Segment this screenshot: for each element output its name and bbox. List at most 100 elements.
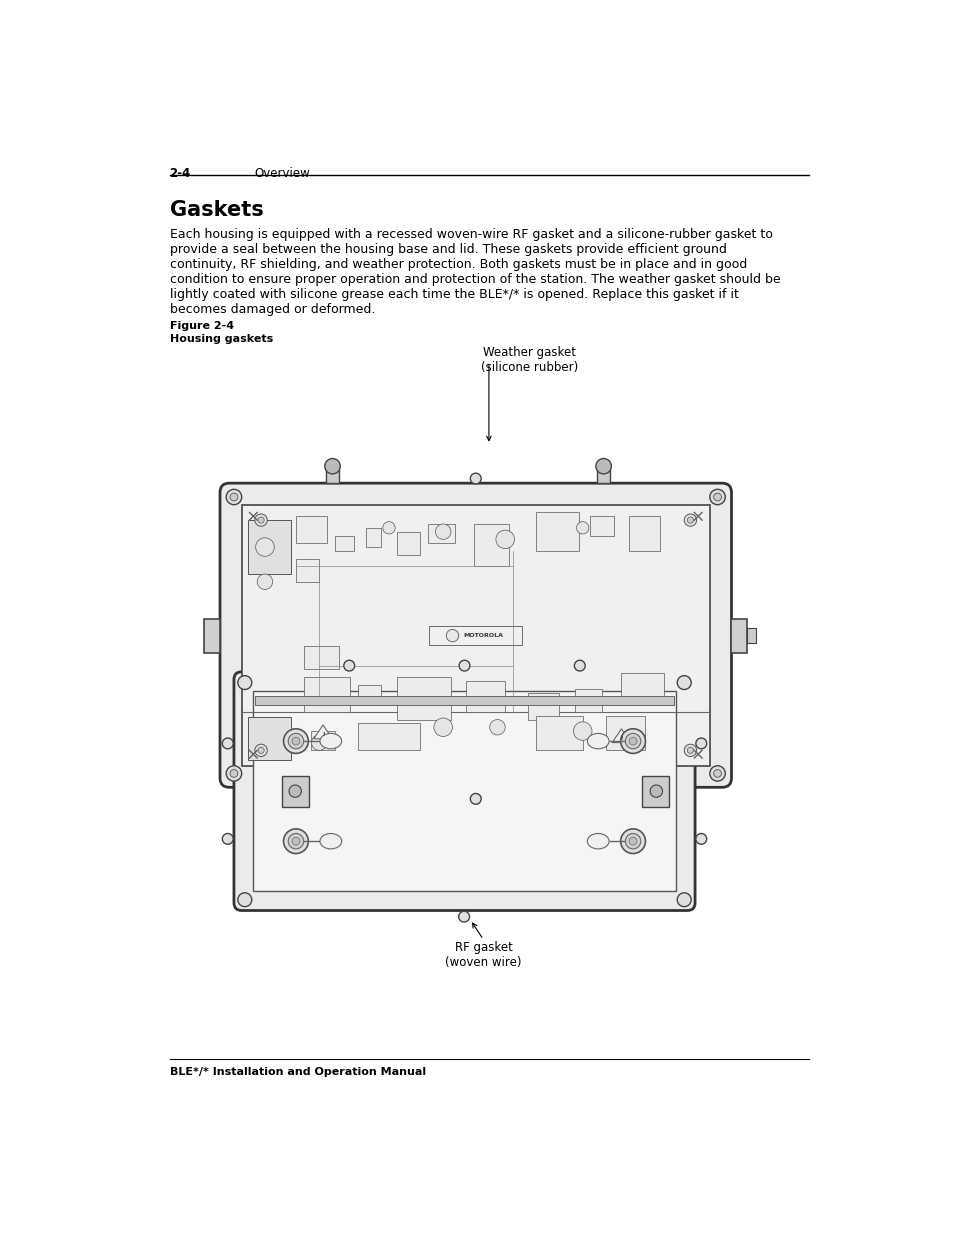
Circle shape xyxy=(677,893,691,906)
Circle shape xyxy=(470,793,480,804)
Circle shape xyxy=(257,574,273,589)
Text: lightly coated with silicone grease each time the BLE*/* is opened. Replace this: lightly coated with silicone grease each… xyxy=(170,288,738,300)
Bar xyxy=(629,516,659,551)
Bar xyxy=(396,677,451,720)
Text: MOTOROLA: MOTOROLA xyxy=(463,634,503,638)
Text: !: ! xyxy=(619,736,622,741)
Text: becomes damaged or deformed.: becomes damaged or deformed. xyxy=(170,303,375,316)
Circle shape xyxy=(343,661,355,671)
Bar xyxy=(295,516,327,543)
Circle shape xyxy=(489,720,505,735)
Circle shape xyxy=(289,785,301,798)
Ellipse shape xyxy=(319,834,341,848)
Circle shape xyxy=(382,521,395,534)
Bar xyxy=(248,520,291,574)
Circle shape xyxy=(496,530,514,548)
Circle shape xyxy=(677,676,691,689)
Circle shape xyxy=(257,517,264,524)
Circle shape xyxy=(624,734,640,748)
Bar xyxy=(303,646,338,669)
Bar xyxy=(731,619,746,652)
Bar xyxy=(597,469,609,483)
Circle shape xyxy=(237,893,252,906)
Text: continuity, RF shielding, and weather protection. Both gaskets must be in place : continuity, RF shielding, and weather pr… xyxy=(170,258,746,270)
Circle shape xyxy=(695,739,706,748)
Circle shape xyxy=(576,521,588,534)
Bar xyxy=(243,506,707,764)
Circle shape xyxy=(629,737,637,745)
Ellipse shape xyxy=(587,734,608,748)
Bar xyxy=(241,505,709,766)
Ellipse shape xyxy=(319,734,341,748)
Bar xyxy=(254,695,674,705)
Bar xyxy=(528,693,558,720)
Text: Housing gaskets: Housing gaskets xyxy=(170,333,273,343)
Circle shape xyxy=(629,837,637,845)
Circle shape xyxy=(324,458,340,474)
Circle shape xyxy=(596,458,611,474)
Bar xyxy=(396,531,419,555)
Bar xyxy=(466,680,505,711)
Circle shape xyxy=(257,747,264,753)
Bar xyxy=(536,716,582,751)
Circle shape xyxy=(458,661,470,671)
Bar xyxy=(365,527,381,547)
Circle shape xyxy=(695,834,706,845)
Bar xyxy=(641,776,669,806)
Circle shape xyxy=(573,721,592,740)
Bar xyxy=(335,536,354,551)
Circle shape xyxy=(713,493,720,501)
Circle shape xyxy=(222,834,233,845)
Bar xyxy=(429,626,521,645)
Text: Overview: Overview xyxy=(254,168,311,180)
Circle shape xyxy=(283,729,308,753)
Bar xyxy=(620,673,663,704)
Polygon shape xyxy=(314,725,332,739)
Circle shape xyxy=(230,493,237,501)
Bar xyxy=(326,469,338,483)
Circle shape xyxy=(288,734,303,748)
Circle shape xyxy=(255,537,274,556)
Bar xyxy=(282,776,309,806)
Circle shape xyxy=(254,514,267,526)
Bar xyxy=(311,731,335,751)
Bar xyxy=(253,692,675,892)
Circle shape xyxy=(574,661,584,671)
Circle shape xyxy=(709,766,724,782)
Text: Figure 2-4: Figure 2-4 xyxy=(170,321,233,331)
Circle shape xyxy=(435,524,451,540)
Text: Gaskets: Gaskets xyxy=(170,200,263,220)
Circle shape xyxy=(683,514,696,526)
Circle shape xyxy=(283,829,308,853)
Bar xyxy=(427,524,455,543)
Circle shape xyxy=(292,737,299,745)
Circle shape xyxy=(446,630,458,642)
FancyBboxPatch shape xyxy=(233,672,695,910)
Circle shape xyxy=(649,785,661,798)
Circle shape xyxy=(624,834,640,848)
Circle shape xyxy=(470,473,480,484)
Bar xyxy=(474,524,509,567)
Text: provide a seal between the housing base and lid. These gaskets provide efficient: provide a seal between the housing base … xyxy=(170,242,726,256)
Bar xyxy=(357,724,419,751)
Bar xyxy=(590,516,613,536)
Bar xyxy=(575,689,601,711)
Ellipse shape xyxy=(587,834,608,848)
Circle shape xyxy=(620,829,645,853)
Circle shape xyxy=(230,769,237,777)
Circle shape xyxy=(458,911,469,923)
Circle shape xyxy=(254,745,267,757)
Bar xyxy=(536,513,578,551)
Text: !: ! xyxy=(321,731,324,736)
Circle shape xyxy=(237,676,252,689)
Circle shape xyxy=(434,718,452,736)
Text: Weather gasket
(silicone rubber): Weather gasket (silicone rubber) xyxy=(481,346,578,374)
Text: condition to ensure proper operation and protection of the station. The weather : condition to ensure proper operation and… xyxy=(170,273,780,285)
Circle shape xyxy=(226,766,241,782)
Circle shape xyxy=(288,834,303,848)
Circle shape xyxy=(222,739,233,748)
Circle shape xyxy=(713,769,720,777)
Text: 2-4: 2-4 xyxy=(170,168,191,180)
Circle shape xyxy=(311,735,327,751)
Bar xyxy=(357,685,381,704)
